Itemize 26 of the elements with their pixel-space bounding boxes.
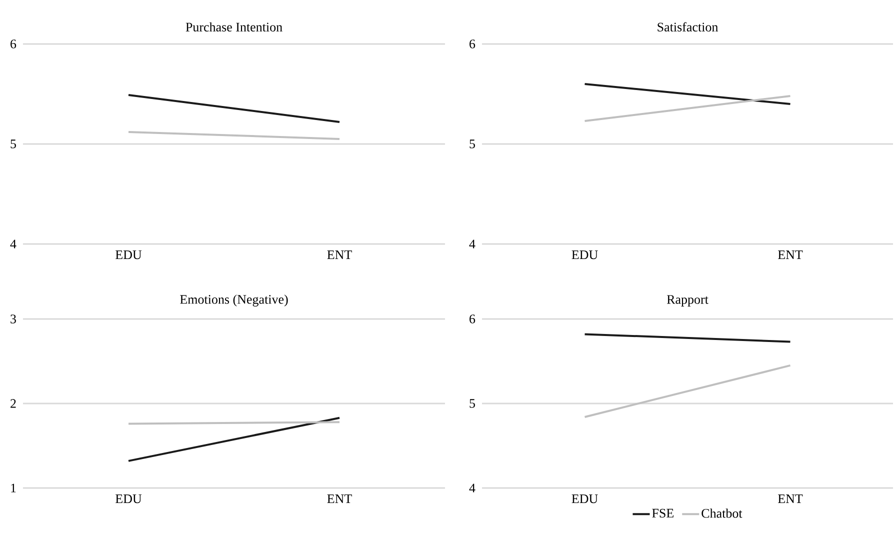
x-tick-label: EDU <box>572 250 598 260</box>
legend-label: FSE <box>652 508 674 518</box>
y-tick-label: 2 <box>10 399 16 408</box>
y-tick-label: 4 <box>469 240 476 248</box>
y-tick-label: 6 <box>10 40 16 48</box>
y-tick-label: 4 <box>469 484 476 492</box>
x-tick-label: ENT <box>778 494 803 504</box>
y-tick-label: 5 <box>470 140 475 148</box>
y-tick-label: 6 <box>470 314 476 324</box>
legend-label: Chatbot <box>702 508 742 518</box>
y-tick-label: 5 <box>470 399 475 408</box>
chart-title: Rapport <box>666 295 708 306</box>
x-tick-label: EDU <box>572 494 598 504</box>
x-tick-label: ENT <box>778 250 803 260</box>
y-tick-label: 5 <box>10 140 16 148</box>
chart-title: Emotions (Negative) <box>180 294 288 306</box>
y-tick-label: 3 <box>10 314 16 324</box>
y-tick-label: 1 <box>11 484 16 492</box>
x-tick-label: ENT <box>327 494 352 504</box>
chart-title: Satisfaction <box>658 22 718 32</box>
x-tick-label: EDU <box>116 494 142 504</box>
x-tick-label: EDU <box>116 250 142 260</box>
chart-title: Purchase Intention <box>186 22 282 32</box>
y-tick-label: 4 <box>10 240 16 248</box>
x-tick-label: ENT <box>327 250 352 260</box>
y-tick-label: 6 <box>470 40 476 48</box>
